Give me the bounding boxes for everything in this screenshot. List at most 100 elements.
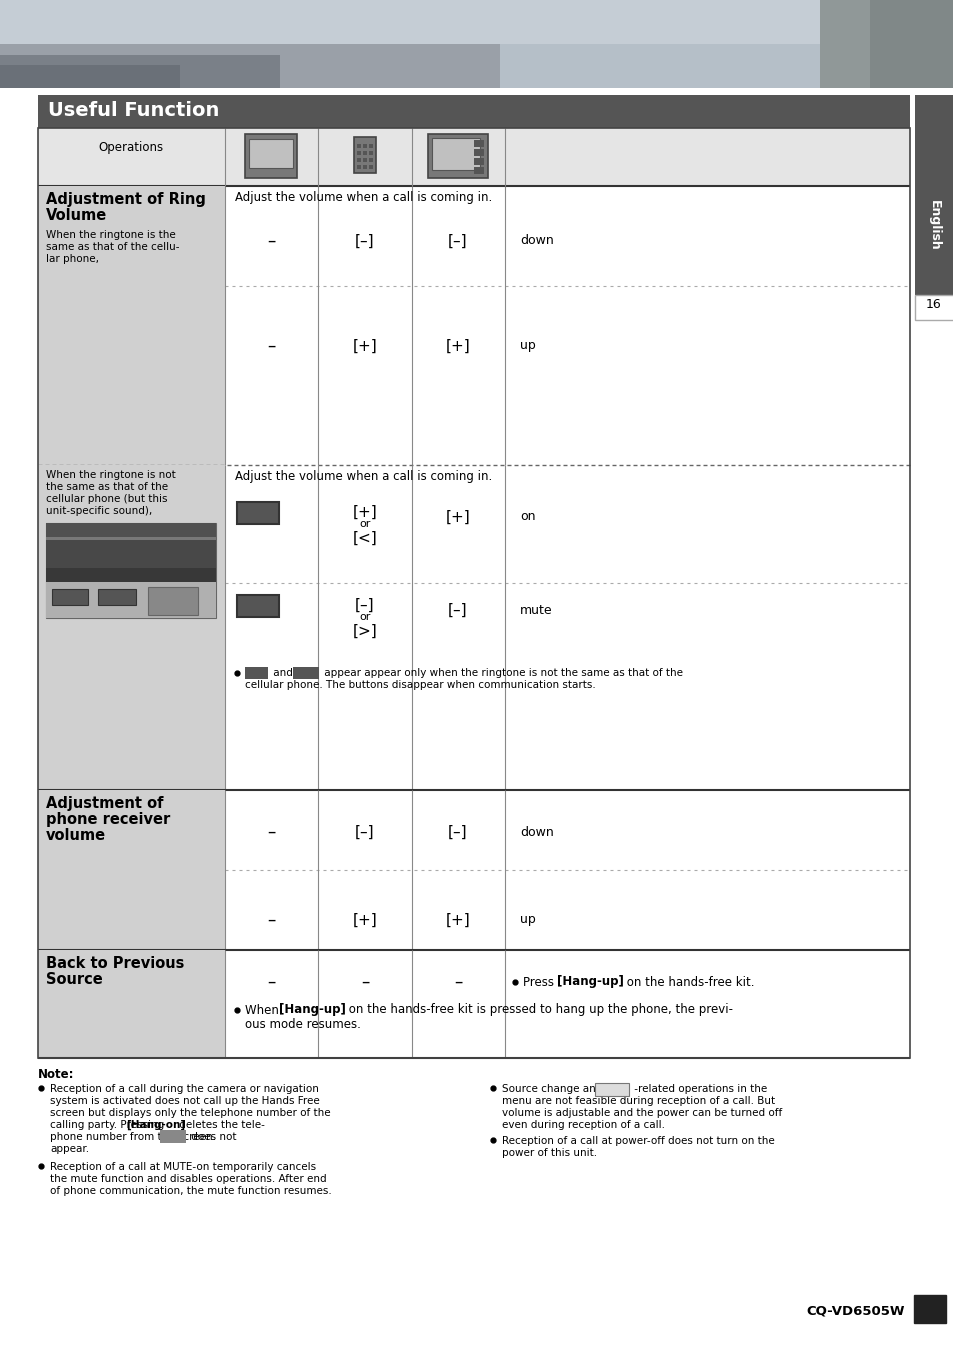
Text: [+]: [+]	[445, 510, 470, 524]
Bar	[38, 465, 225, 790]
Text: and: and	[270, 669, 295, 678]
Bar	[293, 667, 318, 679]
Bar	[363, 151, 367, 155]
Bar	[245, 667, 268, 679]
Text: [–]: [–]	[448, 825, 467, 840]
Text: –: –	[267, 824, 274, 841]
Text: [+]: [+]	[445, 338, 470, 353]
Text: OFF: OFF	[107, 590, 127, 599]
Bar	[914, 295, 953, 319]
Bar	[38, 128, 909, 1058]
Text: Adjustment of Ring: Adjustment of Ring	[46, 191, 206, 208]
Text: –: –	[454, 973, 461, 991]
Text: phone receiver: phone receiver	[46, 811, 170, 828]
Bar	[160, 1130, 186, 1143]
Bar	[236, 594, 278, 617]
Text: even during reception of a call.: even during reception of a call.	[501, 1120, 664, 1130]
Text: ous mode resumes.: ous mode resumes.	[245, 1019, 360, 1031]
Text: [+]: [+]	[353, 913, 377, 927]
Text: ON: ON	[247, 506, 268, 518]
Bar	[0, 44, 499, 88]
Text: lar phone,: lar phone,	[46, 253, 99, 264]
Text: [+]: [+]	[445, 913, 470, 927]
Text: Useful Function: Useful Function	[48, 101, 219, 120]
Bar	[46, 523, 215, 617]
Text: English: English	[926, 200, 940, 251]
Text: Adjust the volume when a call is coming in.: Adjust the volume when a call is coming …	[234, 191, 492, 204]
Bar	[46, 541, 215, 568]
Text: -related operations in the: -related operations in the	[630, 1084, 766, 1095]
Text: volume is adjustable and the power can be turned off: volume is adjustable and the power can b…	[501, 1108, 781, 1117]
Text: When the ringtone is not: When the ringtone is not	[46, 470, 175, 480]
Text: CQ-VD6505W: CQ-VD6505W	[805, 1305, 904, 1318]
Text: ♦ H♦   ♦ H   40   | T1: ♦ H♦ ♦ H 40 | T1	[50, 524, 118, 530]
Text: up: up	[519, 914, 536, 926]
Text: unit-specific sound),: unit-specific sound),	[46, 506, 152, 516]
Bar	[356, 151, 360, 155]
Text: 17: 17	[918, 1299, 941, 1318]
Text: down: down	[519, 825, 553, 838]
Text: AUDIO: AUDIO	[595, 1084, 628, 1093]
Text: –: –	[360, 973, 369, 991]
Text: [–]: [–]	[355, 825, 375, 840]
Text: or: or	[359, 612, 371, 621]
Text: Adjust the volume when a call is coming in.: Adjust the volume when a call is coming …	[234, 470, 492, 483]
Text: CELL: 0401234567 8: CELL: 0401234567 8	[50, 570, 140, 580]
Text: phone number from the screen.: phone number from the screen.	[50, 1132, 219, 1142]
Text: –: –	[267, 973, 274, 991]
Text: down: down	[519, 235, 553, 248]
Text: –: –	[267, 911, 274, 929]
Text: When the ringtone is the: When the ringtone is the	[46, 231, 175, 240]
Text: cellular phone. The buttons disappear when communication starts.: cellular phone. The buttons disappear wh…	[245, 679, 595, 690]
Text: cellular phone (but this: cellular phone (but this	[46, 493, 168, 504]
Text: CALL: CALL	[163, 1131, 183, 1140]
Bar	[356, 144, 360, 148]
Bar	[820, 0, 953, 88]
Text: Operations: Operations	[98, 142, 163, 155]
Text: 16: 16	[925, 298, 941, 311]
Text: –: –	[267, 337, 274, 355]
Text: Back to Previous: Back to Previous	[46, 956, 184, 971]
Text: [Hang-on]: [Hang-on]	[126, 1120, 185, 1130]
Bar	[595, 1082, 628, 1096]
Text: R.TU: R.TU	[178, 543, 195, 551]
Bar	[369, 158, 373, 162]
Text: system is activated does not call up the Hands Free: system is activated does not call up the…	[50, 1096, 319, 1105]
Text: same as that of the cellu-: same as that of the cellu-	[46, 243, 179, 252]
Text: on: on	[519, 511, 535, 523]
Text: volume: volume	[46, 828, 106, 842]
Bar	[369, 151, 373, 155]
Bar	[52, 589, 88, 605]
Text: the same as that of the: the same as that of the	[46, 483, 168, 492]
Text: Source: Source	[46, 972, 103, 987]
Text: Note:: Note:	[38, 1068, 74, 1081]
Bar	[913, 1295, 945, 1322]
Text: calling party. Pressing: calling party. Pressing	[50, 1120, 168, 1130]
Text: Adjustment of: Adjustment of	[46, 797, 163, 811]
Text: [–]: [–]	[355, 599, 375, 613]
Text: appear.: appear.	[50, 1144, 89, 1154]
Text: the mute function and disables operations. After end: the mute function and disables operation…	[50, 1174, 326, 1184]
Text: OFF: OFF	[244, 599, 272, 611]
Bar	[369, 164, 373, 168]
Text: Press: Press	[522, 976, 558, 988]
Bar	[46, 523, 215, 537]
Text: Volume: Volume	[46, 208, 107, 222]
Bar	[428, 133, 488, 178]
Bar	[474, 167, 483, 174]
Text: Reception of a call at power-off does not turn on the: Reception of a call at power-off does no…	[501, 1136, 774, 1146]
Text: does not: does not	[188, 1132, 236, 1142]
Bar	[148, 586, 198, 615]
Bar	[363, 158, 367, 162]
Text: [–]: [–]	[355, 233, 375, 248]
Text: of phone communication, the mute function resumes.: of phone communication, the mute functio…	[50, 1186, 332, 1196]
Bar	[354, 137, 375, 173]
Text: [+]: [+]	[353, 338, 377, 353]
Text: [<]: [<]	[353, 531, 377, 546]
Text: Source change and: Source change and	[501, 1084, 605, 1095]
Bar	[249, 139, 293, 168]
Text: or: or	[359, 519, 371, 528]
Bar	[474, 158, 483, 164]
Text: on the hands-free kit is pressed to hang up the phone, the previ-: on the hands-free kit is pressed to hang…	[345, 1003, 732, 1016]
Bar	[46, 568, 215, 582]
